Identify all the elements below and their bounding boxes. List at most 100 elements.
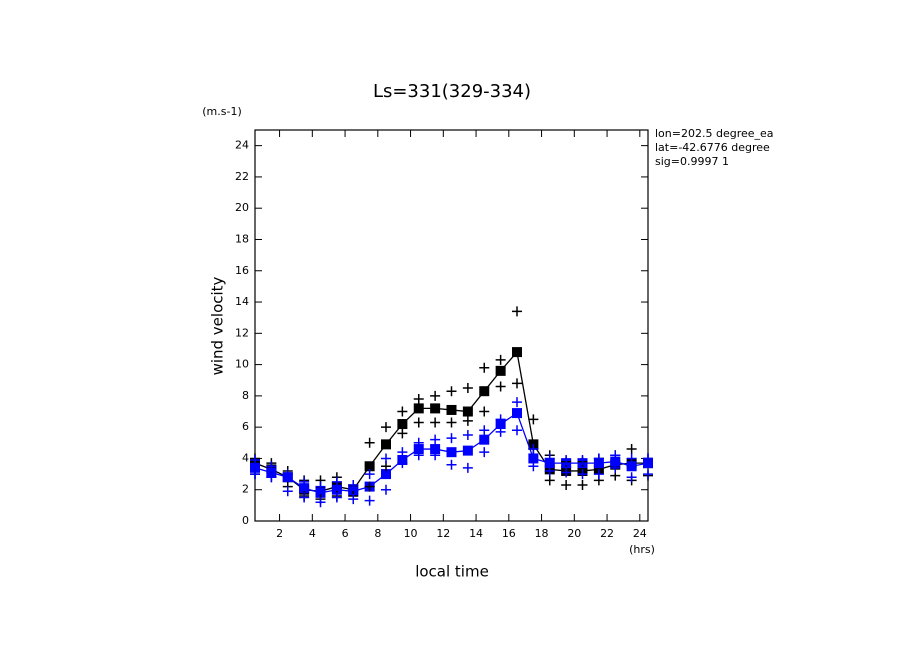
y-tick-label: 10: [235, 358, 249, 371]
x-tick-label: 18: [535, 527, 549, 540]
point-plus: [561, 467, 572, 478]
point-plus: [331, 492, 342, 503]
point-plus: [577, 455, 588, 466]
point-plus: [364, 437, 375, 448]
point-plus: [266, 472, 277, 483]
point-plus: [315, 481, 326, 492]
point-square: [626, 461, 637, 472]
point-plus: [512, 425, 522, 436]
point-plus: [250, 469, 260, 480]
point-square: [462, 445, 473, 456]
point-plus: [250, 455, 260, 466]
point-plus: [430, 450, 441, 461]
y-tick-label: 0: [242, 514, 249, 527]
point-plus: [462, 383, 473, 394]
point-plus: [413, 417, 424, 428]
point-plus: [282, 469, 293, 480]
point-plus: [348, 480, 359, 491]
x-tick-label: 2: [276, 527, 283, 540]
point-plus: [462, 462, 473, 473]
point-plus: [413, 450, 424, 461]
point-plus: [561, 455, 572, 466]
point-plus: [528, 414, 539, 425]
y-unit: (m.s-1): [202, 105, 242, 118]
point-plus: [577, 480, 588, 491]
point-plus: [626, 444, 637, 455]
point-plus: [544, 453, 555, 464]
point-plus: [446, 386, 457, 397]
x-tick-label: 16: [502, 527, 516, 540]
x-unit: (hrs): [629, 543, 655, 556]
point-plus: [479, 362, 490, 373]
point-square: [299, 483, 310, 494]
x-tick-label: 4: [309, 527, 316, 540]
point-plus: [479, 406, 490, 417]
point-plus: [528, 461, 539, 472]
point-plus: [593, 469, 604, 480]
point-plus: [512, 378, 522, 389]
point-plus: [512, 397, 522, 408]
point-square: [479, 434, 490, 445]
point-plus: [397, 428, 408, 439]
point-square: [462, 406, 473, 417]
annotation: sig=0.9997 1: [655, 155, 729, 168]
point-square: [446, 447, 457, 458]
point-plus: [495, 414, 506, 425]
point-plus: [626, 472, 637, 483]
point-plus: [282, 486, 293, 497]
point-plus: [462, 415, 473, 426]
point-plus: [397, 447, 408, 458]
point-plus: [397, 458, 408, 469]
y-tick-label: 22: [235, 170, 249, 183]
y-tick-label: 18: [235, 232, 249, 245]
point-square: [331, 484, 342, 495]
y-tick-label: 24: [235, 139, 249, 152]
point-plus: [348, 494, 359, 505]
point-plus: [364, 481, 375, 492]
point-plus: [413, 437, 424, 448]
point-plus: [446, 417, 457, 428]
point-plus: [495, 354, 506, 365]
point-plus: [479, 447, 490, 458]
point-square: [495, 365, 506, 376]
point-square: [446, 404, 457, 415]
chart-title: Ls=331(329-334): [373, 81, 531, 102]
point-square: [413, 403, 424, 414]
point-plus: [479, 425, 490, 436]
point-square: [413, 444, 424, 455]
x-tick-label: 10: [404, 527, 418, 540]
point-plus: [299, 476, 310, 487]
point-plus: [512, 306, 522, 317]
point-plus: [430, 390, 441, 401]
point-plus: [364, 495, 375, 506]
y-tick-label: 2: [242, 483, 249, 496]
x-tick-label: 6: [342, 527, 349, 540]
point-square: [610, 456, 621, 467]
point-square: [430, 444, 441, 455]
point-square: [381, 469, 391, 480]
point-square: [250, 462, 260, 473]
point-square: [512, 408, 522, 419]
y-tick-label: 8: [242, 389, 249, 402]
y-tick-label: 6: [242, 420, 249, 433]
x-tick-label: 8: [374, 527, 381, 540]
point-plus: [413, 394, 424, 405]
point-plus: [528, 444, 539, 455]
point-plus: [381, 422, 391, 433]
point-plus: [544, 465, 555, 476]
point-square: [512, 347, 522, 358]
point-plus: [430, 417, 441, 428]
annotation: lon=202.5 degree_ea: [655, 127, 774, 140]
annotation: lat=-42.6776 degree: [655, 141, 770, 154]
y-tick-label: 4: [242, 451, 249, 464]
point-plus: [430, 434, 441, 445]
point-plus: [577, 469, 588, 480]
point-plus: [381, 453, 391, 464]
point-plus: [643, 453, 653, 464]
point-plus: [446, 459, 457, 470]
y-tick-label: 14: [235, 295, 249, 308]
y-axis-label: wind velocity: [209, 276, 227, 375]
y-tick-label: 20: [235, 201, 249, 214]
point-plus: [462, 429, 473, 440]
